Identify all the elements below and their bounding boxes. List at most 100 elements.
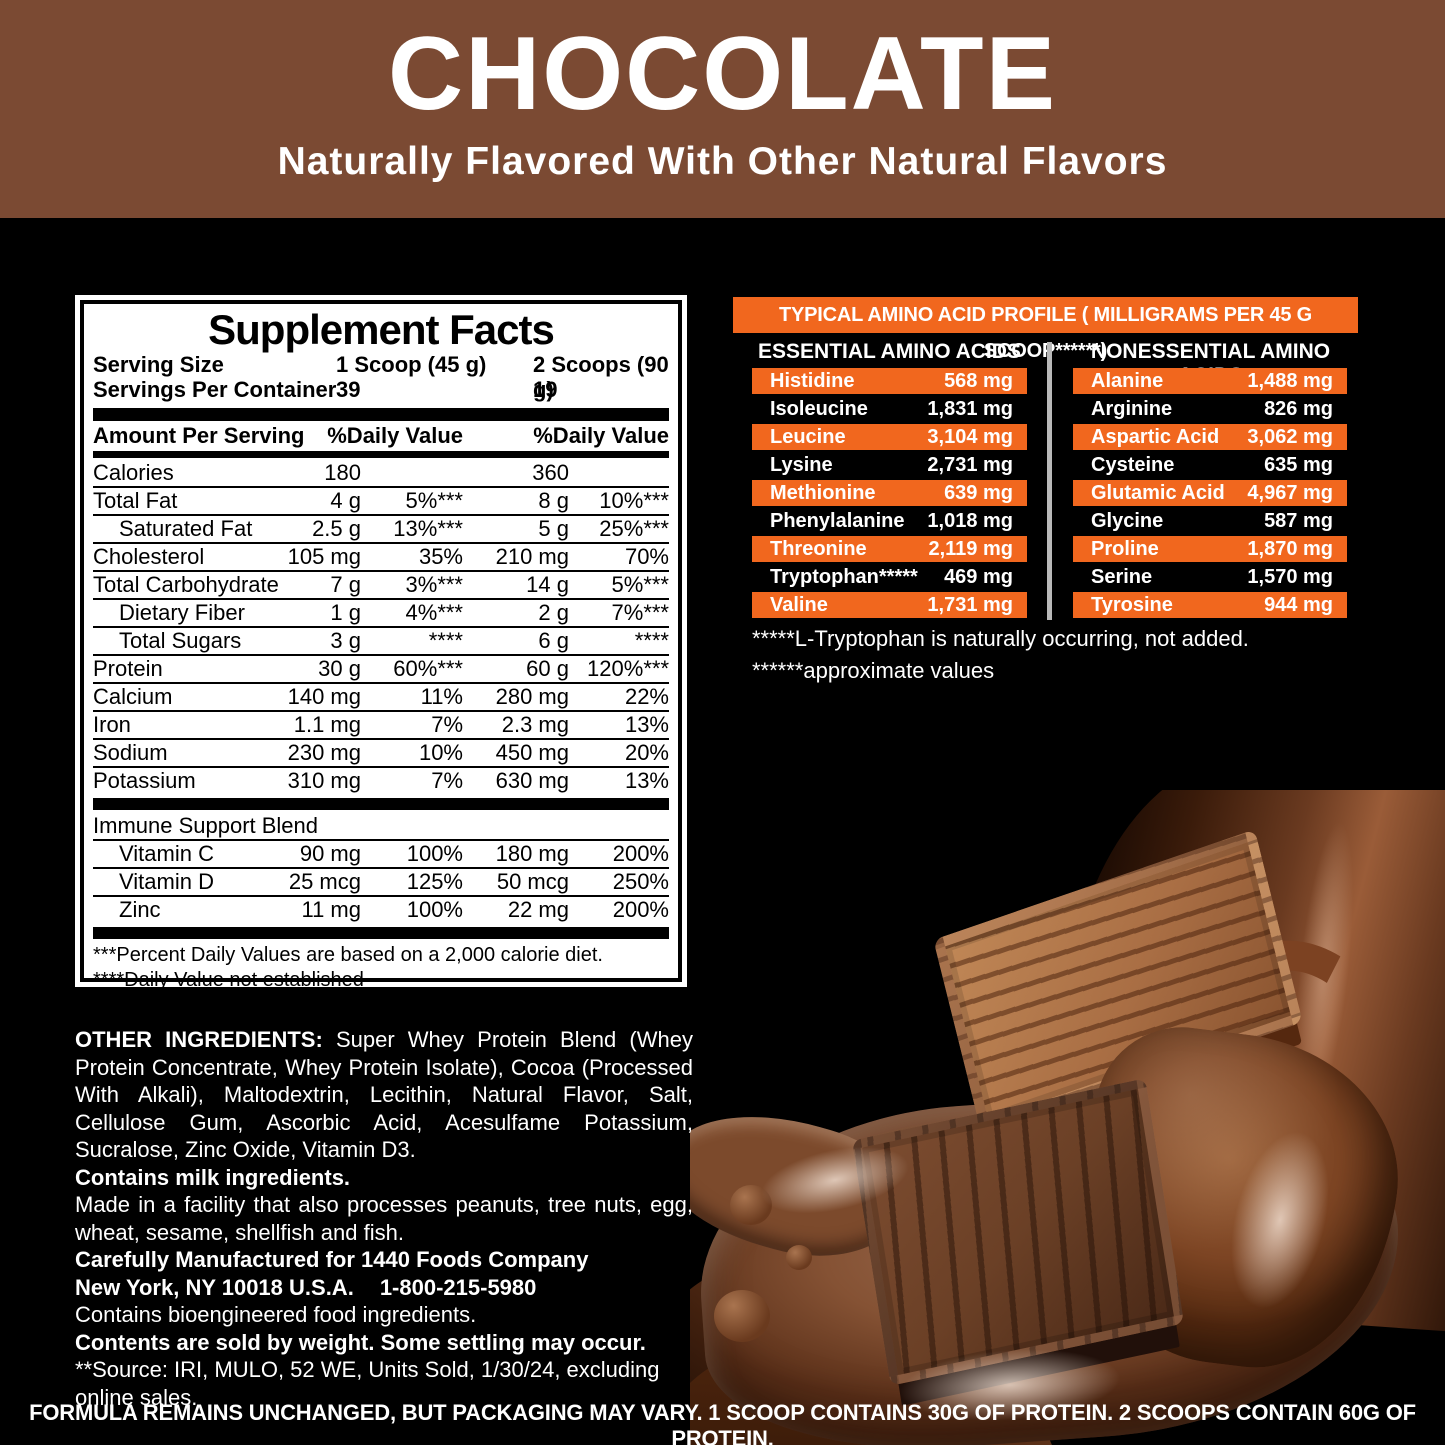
amino-acid-row: Tyrosine 944 mg xyxy=(1073,592,1347,618)
nutrient-dv-1scoop: 35% xyxy=(418,544,463,569)
nutrient-amount-2scoop: 60 g xyxy=(526,656,569,681)
nutrient-row: Cholesterol 105 mg 35% 210 mg 70% xyxy=(93,542,669,570)
amino-footnote-approximate: ******approximate values xyxy=(752,658,995,683)
nutrient-dv-2scoop: 10%*** xyxy=(599,488,669,513)
amino-acid-amount: 944 mg xyxy=(1264,594,1333,616)
amino-acid-name: Tyrosine xyxy=(1091,594,1173,616)
nutrient-row: Dietary Fiber 1 g 4%*** 2 g 7%*** xyxy=(93,598,669,626)
serving-row: Servings Per Container 39 19 xyxy=(93,377,669,402)
flavor-banner: CHOCOLATE Naturally Flavored With Other … xyxy=(0,0,1445,218)
amino-acid-name: Valine xyxy=(770,594,828,616)
amino-acid-amount: 3,062 mg xyxy=(1247,426,1333,448)
nutrient-amount-1scoop: 180 xyxy=(324,460,361,485)
daily-value-header-1: %Daily Value xyxy=(327,423,463,448)
nutrient-amount-1scoop: 230 mg xyxy=(287,740,361,765)
facts-footnote: ***Percent Daily Values are based on a 2… xyxy=(93,944,603,966)
nutrient-amount-2scoop: 5 g xyxy=(538,516,569,541)
nutrient-amount-2scoop: 630 mg xyxy=(495,768,569,793)
amino-acid-amount: 2,119 mg xyxy=(928,538,1013,560)
amino-acid-row: Cysteine 635 mg xyxy=(1073,452,1347,478)
nutrient-row: Saturated Fat 2.5 g 13%*** 5 g 25%*** xyxy=(93,514,669,542)
amino-acid-row: Threonine 2,119 mg xyxy=(752,536,1027,562)
nutrient-row: Zinc 11 mg 100% 22 mg 200% xyxy=(93,895,669,923)
chocolate-droplet xyxy=(714,1290,770,1342)
amino-acid-row: Leucine 3,104 mg xyxy=(752,424,1027,450)
immune-blend-rows: Vitamin C 90 mg 100% 180 mg 200% Vitamin… xyxy=(93,839,669,923)
nutrient-row: Total Sugars 3 g **** 6 g **** xyxy=(93,626,669,654)
amino-acid-amount: 1,018 mg xyxy=(927,510,1013,532)
nutrient-dv-1scoop: 13%*** xyxy=(393,516,463,541)
amino-acid-row: Proline 1,870 mg xyxy=(1073,536,1347,562)
nutrient-amount-1scoop: 3 g xyxy=(330,628,361,653)
nutrient-rows: Calories 180 360 Total Fat 4 g 5%*** 8 g… xyxy=(93,460,669,794)
amino-acid-name: Cysteine xyxy=(1091,454,1175,476)
nutrient-label: Saturated Fat xyxy=(119,516,253,541)
amino-acid-row: Histidine 568 mg xyxy=(752,368,1027,394)
serving-info: Serving Size 1 Scoop (45 g) 2 Scoops (90… xyxy=(93,352,669,402)
nutrient-row: Potassium 310 mg 7% 630 mg 13% xyxy=(93,766,669,794)
nutrient-row: Total Fat 4 g 5%*** 8 g 10%*** xyxy=(93,486,669,514)
amino-acid-amount: 1,831 mg xyxy=(927,398,1013,420)
nutrient-amount-1scoop: 1.1 mg xyxy=(293,712,361,737)
amino-acid-name: Lysine xyxy=(770,454,833,476)
nutrient-amount-1scoop: 7 g xyxy=(330,572,361,597)
daily-value-header-2: %Daily Value xyxy=(533,423,669,448)
nutrient-amount-2scoop: 6 g xyxy=(538,628,569,653)
amino-acid-amount: 635 mg xyxy=(1264,454,1333,476)
facts-footnotes: ***Percent Daily Values are based on a 2… xyxy=(93,942,669,992)
chocolate-droplet xyxy=(786,1245,812,1270)
immune-blend-title: Immune Support Blend xyxy=(93,813,319,838)
amino-acid-amount: 1,488 mg xyxy=(1247,370,1333,392)
nutrient-dv-1scoop: 11% xyxy=(420,684,463,709)
nutrient-amount-1scoop: 2.5 g xyxy=(312,516,361,541)
nutrient-amount-2scoop: 22 mg xyxy=(507,897,569,922)
nutrient-amount-1scoop: 4 g xyxy=(330,488,361,513)
nutrient-amount-1scoop: 25 mcg xyxy=(288,869,361,894)
nutrient-dv-1scoop: 3%*** xyxy=(405,572,463,597)
nutrient-dv-2scoop: 13% xyxy=(624,712,669,737)
facts-column-header: Amount Per Serving %Daily Value %Daily V… xyxy=(93,423,669,449)
nutrient-amount-2scoop: 14 g xyxy=(526,572,569,597)
serving-label: Serving Size xyxy=(93,352,224,377)
amino-acid-name: Leucine xyxy=(770,426,846,448)
nutrient-row: Iron 1.1 mg 7% 2.3 mg 13% xyxy=(93,710,669,738)
amino-acid-row: Tryptophan***** 469 mg xyxy=(752,564,1027,590)
amino-acid-row: Glutamic Acid 4,967 mg xyxy=(1073,480,1347,506)
nutrient-row: Calcium 140 mg 11% 280 mg 22% xyxy=(93,682,669,710)
nutrient-amount-2scoop: 8 g xyxy=(538,488,569,513)
nutrient-dv-2scoop: 120%*** xyxy=(587,656,669,681)
flavor-title: CHOCOLATE xyxy=(388,16,1057,132)
amino-acid-row: Lysine 2,731 mg xyxy=(752,452,1027,478)
nutrient-row: Sodium 230 mg 10% 450 mg 20% xyxy=(93,738,669,766)
other-ingredients-text: Super Whey Protein Blend (Whey Protein C… xyxy=(75,1027,693,1162)
nutrient-row: Calories 180 360 xyxy=(93,460,669,486)
nutrient-dv-2scoop: 13% xyxy=(624,768,669,793)
amino-acid-row: Methionine 639 mg xyxy=(752,480,1027,506)
serving-row: Serving Size 1 Scoop (45 g) 2 Scoops (90… xyxy=(93,352,669,402)
serving-value-2scoop: 2 Scoops (90 g) xyxy=(533,352,669,402)
nutrient-row: Vitamin C 90 mg 100% 180 mg 200% xyxy=(93,839,669,867)
nutrient-label: Iron xyxy=(93,712,131,737)
nutrient-label: Vitamin D xyxy=(119,869,214,894)
address-text: New York, NY 10018 U.S.A. xyxy=(75,1274,354,1300)
amino-acid-amount: 2,731 mg xyxy=(927,454,1013,476)
amino-acid-name: Threonine xyxy=(770,538,867,560)
settling-note: Contents are sold by weight. Some settli… xyxy=(75,1329,646,1355)
nutrient-amount-1scoop: 1 g xyxy=(330,600,361,625)
nutrient-dv-2scoop: 25%*** xyxy=(599,516,669,541)
serving-value-2scoop: 19 xyxy=(533,377,558,402)
amino-acid-name: Glutamic Acid xyxy=(1091,482,1225,504)
other-ingredients: OTHER INGREDIENTS: Super Whey Protein Bl… xyxy=(75,1026,693,1164)
nutrient-dv-2scoop: 7%*** xyxy=(611,600,669,625)
amino-profile-title: TYPICAL AMINO ACID PROFILE ( MILLIGRAMS … xyxy=(733,297,1358,362)
nutrient-dv-1scoop: 100% xyxy=(406,897,463,922)
nutrient-amount-2scoop: 180 mg xyxy=(495,841,569,866)
ingredients-block: OTHER INGREDIENTS: Super Whey Protein Bl… xyxy=(75,1026,693,1411)
amino-acid-amount: 1,870 mg xyxy=(1247,538,1333,560)
nutrient-dv-1scoop: 100% xyxy=(406,841,463,866)
supplement-facts-title: Supplement Facts xyxy=(208,306,555,353)
amino-acid-name: Tryptophan***** xyxy=(770,566,918,588)
nutrient-label: Calories xyxy=(93,460,174,485)
nutrient-label: Cholesterol xyxy=(93,544,205,569)
divider-thick xyxy=(93,408,669,421)
